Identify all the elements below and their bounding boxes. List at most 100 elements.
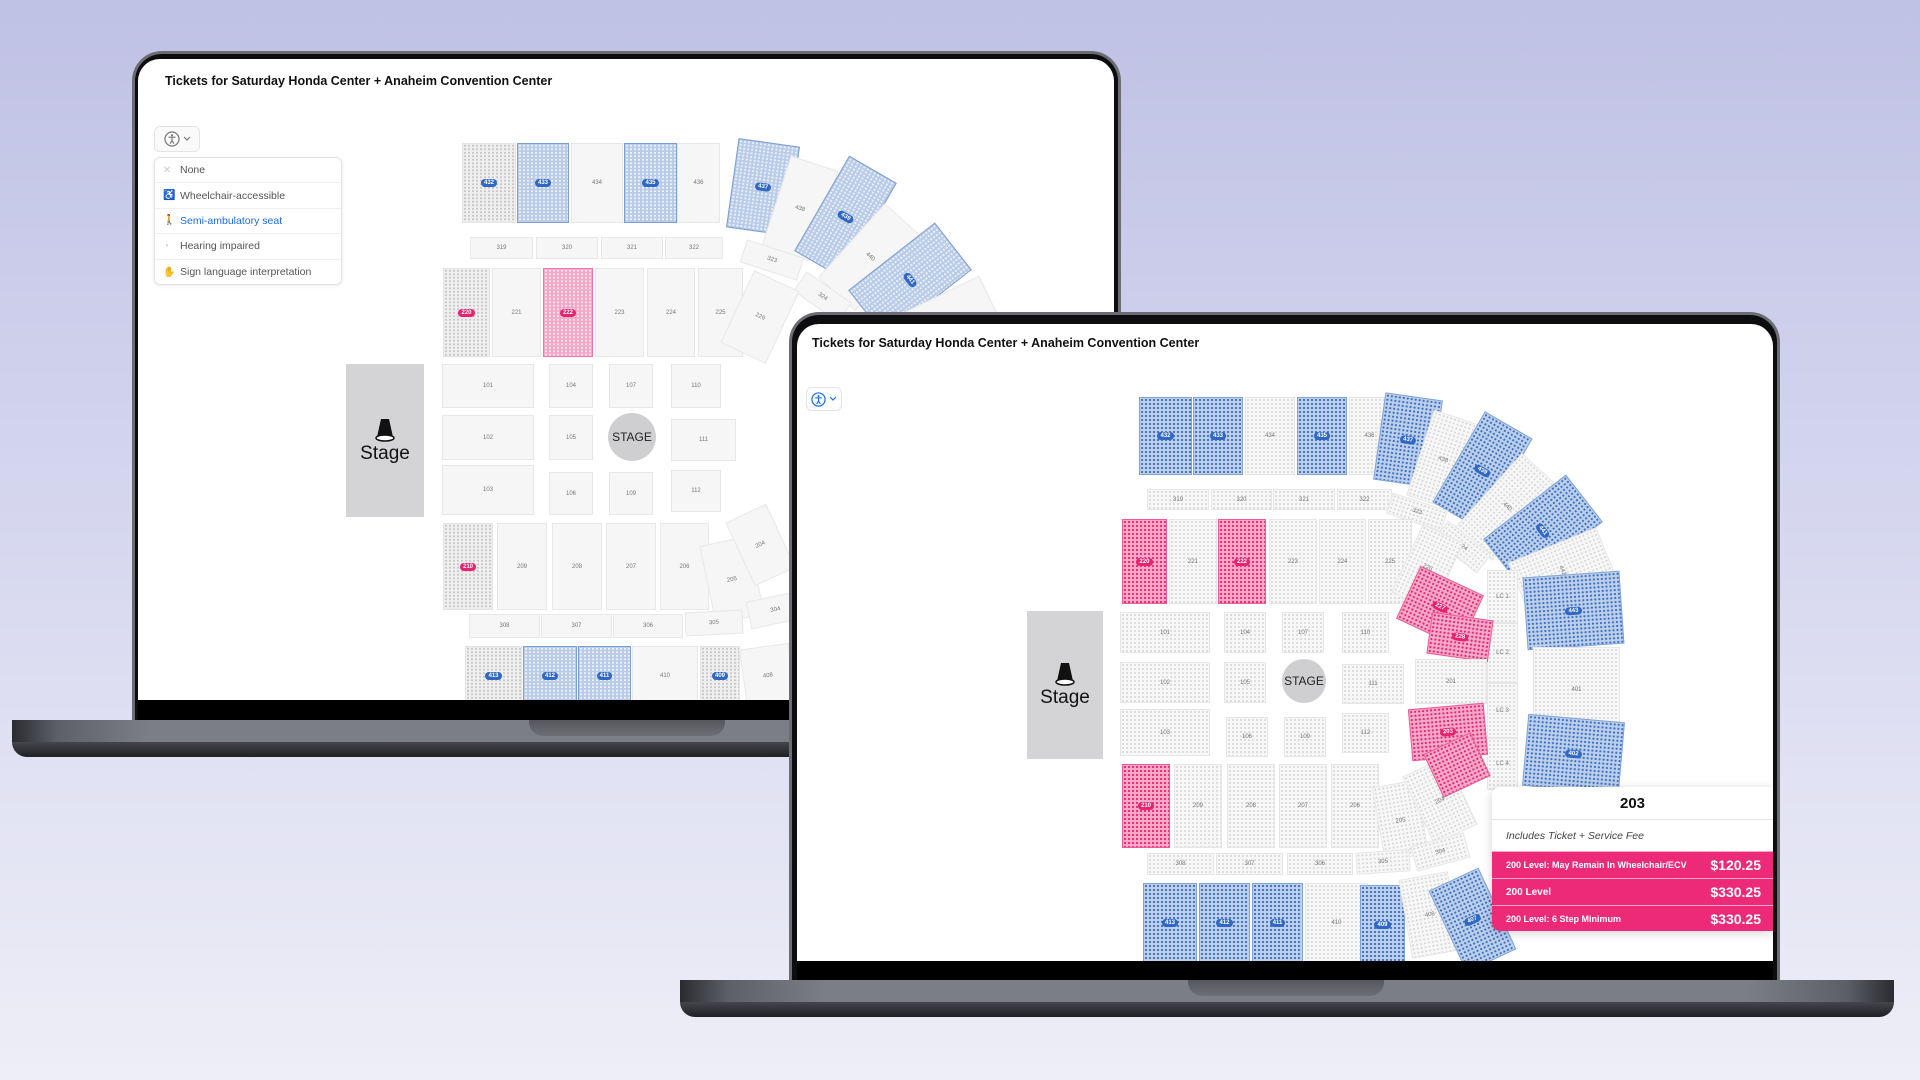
section-411[interactable]: 411 bbox=[578, 646, 631, 700]
section-106[interactable]: 106 bbox=[549, 472, 593, 515]
section-412[interactable]: 412 bbox=[523, 646, 577, 700]
section-102[interactable]: 102 bbox=[1120, 662, 1210, 703]
section-109[interactable]: 109 bbox=[609, 472, 653, 515]
section-label: 209 bbox=[516, 563, 527, 570]
section-109[interactable]: 109 bbox=[1284, 717, 1326, 757]
section-106[interactable]: 106 bbox=[1226, 717, 1268, 757]
section-103[interactable]: 103 bbox=[1120, 709, 1210, 756]
section-107[interactable]: 107 bbox=[609, 364, 653, 408]
section-badge: 433 bbox=[1209, 432, 1226, 440]
section-319[interactable]: 319 bbox=[470, 237, 533, 259]
section-112[interactable]: 112 bbox=[1342, 713, 1389, 753]
section-201[interactable]: 201 bbox=[1415, 659, 1487, 704]
section-322[interactable]: 322 bbox=[665, 237, 723, 259]
section-306[interactable]: 306 bbox=[1287, 853, 1353, 875]
section-307[interactable]: 307 bbox=[541, 614, 612, 638]
section-409[interactable]: 409 bbox=[1360, 885, 1405, 961]
section-434[interactable]: 434 bbox=[1245, 397, 1295, 475]
section-111[interactable]: 111 bbox=[671, 419, 736, 461]
section-221[interactable]: 221 bbox=[492, 268, 541, 357]
section-411[interactable]: 411 bbox=[1252, 883, 1303, 961]
section-207[interactable]: 207 bbox=[1279, 764, 1327, 848]
section-112[interactable]: 112 bbox=[671, 470, 721, 512]
section-443[interactable]: 443 bbox=[1522, 570, 1625, 651]
section-433[interactable]: 433 bbox=[1193, 397, 1243, 475]
price-option-row[interactable]: 200 Level $330.25 bbox=[1492, 878, 1773, 905]
section-322[interactable]: 322 bbox=[1337, 489, 1392, 510]
section-209[interactable]: 209 bbox=[497, 523, 547, 610]
section-222[interactable]: 222 bbox=[1218, 519, 1266, 604]
section-305[interactable]: 305 bbox=[684, 609, 744, 637]
section-410[interactable]: 410 bbox=[1305, 883, 1368, 961]
section-321[interactable]: 321 bbox=[601, 237, 663, 259]
stage-circle: STAGE bbox=[608, 413, 656, 461]
section-104[interactable]: 104 bbox=[549, 364, 593, 408]
section-220[interactable]: 220 bbox=[1122, 519, 1167, 604]
section-307[interactable]: 307 bbox=[1216, 853, 1283, 875]
section-label: 101 bbox=[1159, 629, 1170, 636]
section-320[interactable]: 320 bbox=[536, 237, 598, 259]
dropdown-option[interactable]: ◔ Hearing impaired bbox=[155, 234, 341, 260]
section-320[interactable]: 320 bbox=[1211, 489, 1272, 510]
section-103[interactable]: 103 bbox=[442, 465, 534, 515]
section-224[interactable]: 224 bbox=[1319, 519, 1366, 604]
section-104[interactable]: 104 bbox=[1224, 612, 1266, 653]
section-228[interactable]: 228 bbox=[1426, 611, 1494, 663]
section-105[interactable]: 105 bbox=[1224, 662, 1266, 703]
section-410[interactable]: 410 bbox=[632, 646, 698, 700]
section-102[interactable]: 102 bbox=[442, 415, 534, 460]
section-105[interactable]: 105 bbox=[549, 415, 593, 460]
section-435[interactable]: 435 bbox=[1297, 397, 1347, 475]
price-option-row[interactable]: 200 Level: May Remain In Wheelchair/ECV $… bbox=[1492, 851, 1773, 878]
section-208[interactable]: 208 bbox=[552, 523, 602, 610]
section-412[interactable]: 412 bbox=[1199, 883, 1250, 961]
section-206[interactable]: 206 bbox=[1331, 764, 1379, 848]
section-432[interactable]: 432 bbox=[1139, 397, 1192, 475]
section-210[interactable]: 210 bbox=[1122, 764, 1170, 848]
section-435[interactable]: 435 bbox=[624, 143, 677, 223]
section-224[interactable]: 224 bbox=[647, 268, 695, 357]
accessibility-filter-button[interactable] bbox=[154, 126, 200, 152]
section-321[interactable]: 321 bbox=[1273, 489, 1335, 510]
dropdown-option[interactable]: ✕ None bbox=[155, 158, 341, 184]
section-107[interactable]: 107 bbox=[1282, 612, 1324, 653]
section-lc-4[interactable]: LC 4 bbox=[1487, 738, 1518, 790]
section-206[interactable]: 206 bbox=[660, 523, 709, 610]
section-436[interactable]: 436 bbox=[677, 143, 720, 223]
section-101[interactable]: 101 bbox=[442, 364, 534, 408]
section-432[interactable]: 432 bbox=[462, 143, 516, 223]
section-319[interactable]: 319 bbox=[1147, 489, 1209, 510]
section-221[interactable]: 221 bbox=[1169, 519, 1217, 604]
section-308[interactable]: 308 bbox=[1147, 853, 1214, 875]
dropdown-option[interactable]: ♿ Wheelchair-accessible bbox=[155, 183, 341, 209]
section-111[interactable]: 111 bbox=[1342, 664, 1404, 704]
section-305[interactable]: 305 bbox=[1355, 849, 1411, 875]
section-402[interactable]: 402 bbox=[1522, 713, 1625, 795]
section-209[interactable]: 209 bbox=[1174, 764, 1222, 848]
section-lc-1[interactable]: LC 1 bbox=[1487, 570, 1518, 623]
dropdown-option[interactable]: ✋ Sign language interpretation bbox=[155, 260, 341, 285]
section-207[interactable]: 207 bbox=[606, 523, 656, 610]
section-222[interactable]: 222 bbox=[543, 268, 593, 357]
section-306[interactable]: 306 bbox=[613, 614, 683, 638]
section-208[interactable]: 208 bbox=[1227, 764, 1275, 848]
section-lc-3[interactable]: LC 3 bbox=[1487, 683, 1518, 738]
dropdown-option[interactable]: 🚶 Semi-ambulatory seat bbox=[155, 209, 341, 235]
section-223[interactable]: 223 bbox=[1269, 519, 1317, 604]
section-110[interactable]: 110 bbox=[671, 364, 721, 408]
section-lc-2[interactable]: LC 2 bbox=[1487, 623, 1518, 683]
section-101[interactable]: 101 bbox=[1120, 612, 1210, 653]
section-210[interactable]: 210 bbox=[443, 523, 493, 610]
section-110[interactable]: 110 bbox=[1342, 612, 1389, 653]
accessibility-filter-button[interactable] bbox=[806, 387, 842, 411]
section-413[interactable]: 413 bbox=[1143, 883, 1197, 961]
section-409[interactable]: 409 bbox=[700, 646, 740, 700]
section-308[interactable]: 308 bbox=[469, 614, 540, 638]
section-413[interactable]: 413 bbox=[465, 646, 522, 700]
section-220[interactable]: 220 bbox=[443, 268, 490, 357]
section-label: 109 bbox=[1299, 734, 1310, 740]
section-434[interactable]: 434 bbox=[571, 143, 623, 223]
price-option-row[interactable]: 200 Level: 6 Step Minimum $330.25 bbox=[1492, 905, 1773, 931]
section-223[interactable]: 223 bbox=[595, 268, 644, 357]
section-433[interactable]: 433 bbox=[517, 143, 569, 223]
